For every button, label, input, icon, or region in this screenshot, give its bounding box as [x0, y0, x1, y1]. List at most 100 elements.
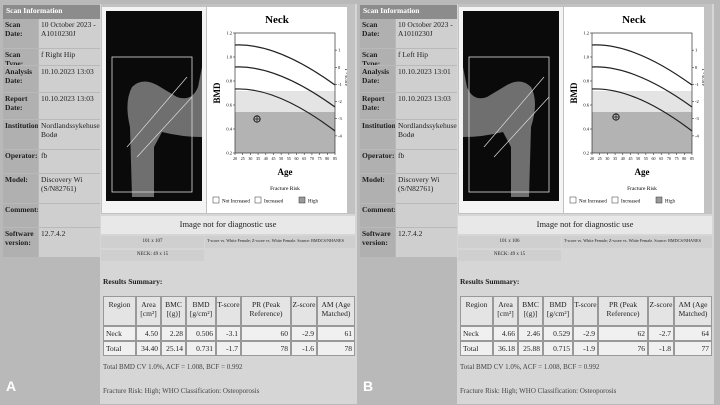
x-tick-label: 35 — [613, 156, 617, 161]
y2-tick-label: -2 — [338, 99, 342, 104]
table-cell: -3.1 — [216, 326, 241, 341]
scan-image — [459, 7, 563, 213]
note: Fracture Risk: High; WHO Classification:… — [103, 387, 260, 395]
table-cell: 4.50 — [136, 326, 161, 341]
scan-info-value: 12.7.4.2 — [39, 228, 100, 257]
table-header-cell: BMC [(g)] — [518, 296, 543, 326]
scan-info-label: Scan Type: — [360, 49, 395, 65]
table-header-cell: Region — [103, 296, 136, 326]
chart-title: Neck — [265, 14, 290, 26]
y-tick-label: 1.2 — [226, 31, 232, 36]
y-tick-label: 0.6 — [226, 103, 232, 108]
scan-info-label: Analysis Date: — [360, 66, 395, 92]
table-cell: Total — [103, 341, 136, 356]
x-tick-label: 70 — [667, 156, 671, 161]
y-axis-label: BMD — [569, 82, 579, 103]
table-cell: Neck — [103, 326, 136, 341]
x-axis-label: Age — [278, 167, 293, 177]
x-axis-label: Age — [635, 167, 650, 177]
legend-label: Increased — [621, 200, 641, 205]
y-tick-label: 1.2 — [583, 31, 589, 36]
scan-info-value: 10.10.2023 13:03 — [396, 93, 457, 119]
table-header-cell: Z-score — [648, 296, 674, 326]
y-axis-label: BMD — [212, 82, 222, 103]
legend-swatch — [254, 196, 262, 204]
table-header-cell: AM (Age Matched) — [317, 296, 355, 326]
patient-marker — [612, 113, 620, 121]
table-header-cell: Area [cm²] — [136, 296, 161, 326]
scan-info-value: 10.10.2023 13:01 — [396, 66, 457, 92]
table-cell: -1.7 — [216, 341, 241, 356]
reference-curve — [591, 88, 693, 132]
table-cell: -2.9 — [291, 326, 317, 341]
scan-info-value: 10.10.2023 13:03 — [39, 66, 100, 92]
table-header-cell: Region — [460, 296, 493, 326]
scan-image — [102, 7, 206, 213]
table-cell: 4.66 — [493, 326, 518, 341]
table-cell: 0.506 — [186, 326, 216, 341]
scan-info-header: Scan Information — [360, 5, 457, 19]
scan-info-value — [39, 204, 100, 227]
table-cell: 2.46 — [518, 326, 543, 341]
table-cell: 64 — [674, 326, 712, 341]
legend-swatch — [212, 196, 220, 204]
x-tick-label: 25 — [241, 156, 245, 161]
y2-tick-label: 1 — [695, 48, 697, 53]
y-tick-label: 1.0 — [226, 55, 232, 60]
x-tick-label: 65 — [302, 156, 306, 161]
x-tick-label: 45 — [271, 156, 275, 161]
table-cell: Total — [460, 341, 493, 356]
table-cell: 62 — [598, 326, 648, 341]
y2-tick-label: -3 — [695, 116, 699, 121]
y-tick-label: 1.0 — [583, 55, 589, 60]
x-tick-label: 50 — [279, 156, 283, 161]
bmd-chart: Neck 1.2 1.0 0.8 0.6 0.4 0.2 1 0 -1 -2 -3 -4 20 25 30 35… — [564, 7, 704, 213]
table-header-cell: BMD [g/cm²] — [186, 296, 216, 326]
y2-axis-label: T - score — [700, 68, 704, 86]
x-tick-label: 35 — [256, 156, 260, 161]
x-tick-label: 50 — [636, 156, 640, 161]
x-tick-label: 65 — [659, 156, 663, 161]
y2-axis-label: T - score — [343, 68, 347, 86]
table-cell: -2.7 — [648, 326, 674, 341]
legend-swatch — [569, 196, 577, 204]
table-header-cell: BMC [(g)] — [161, 296, 186, 326]
table-cell: 0.529 — [543, 326, 573, 341]
scan-info-header: Scan Information — [3, 5, 100, 19]
x-tick-label: 25 — [598, 156, 602, 161]
y2-tick-label: 0 — [695, 65, 698, 70]
roi-line — [136, 96, 193, 158]
reference-note: T-score vs. White Female; Z-score vs. Wh… — [205, 236, 355, 248]
legend-label: Increased — [264, 200, 284, 205]
legend-title: Fracture Risk — [627, 186, 657, 192]
reference-note: T-score vs. White Female; Z-score vs. Wh… — [562, 236, 712, 248]
scan-info-value: fb — [39, 150, 100, 173]
image-note: Image not for diagnostic use — [101, 216, 355, 234]
results-title: Results Summary: — [460, 278, 520, 286]
panel-label: B — [363, 378, 374, 394]
plot-frame — [234, 32, 336, 154]
scan-info-value: Discovery Wi (S/N82761) — [39, 174, 100, 203]
scan-info-value: fb — [396, 150, 457, 173]
y-tick-label: 0.8 — [583, 79, 589, 84]
x-tick-label: 75 — [318, 156, 322, 161]
table-cell: 76 — [598, 341, 648, 356]
y2-tick-label: -4 — [338, 133, 342, 138]
table-cell: -1.8 — [648, 341, 674, 356]
roi-size: NECK: 49 x 15 — [458, 250, 561, 261]
table-cell: -2.9 — [573, 326, 598, 341]
legend-label: High — [665, 200, 676, 205]
scan-info-value: Nordlandssykehuset Bodø — [39, 120, 100, 149]
reference-curve — [591, 44, 693, 86]
x-tick-label: 55 — [287, 156, 291, 161]
table-cell: 34.40 — [136, 341, 161, 356]
band-increased — [235, 91, 335, 112]
note: Fracture Risk: High; WHO Classification:… — [460, 387, 617, 395]
scan-info-label: Model: — [3, 174, 38, 203]
table-cell: 25.88 — [518, 341, 543, 356]
reference-curve — [591, 66, 693, 108]
table-header-cell: Z-score — [291, 296, 317, 326]
y2-tick-label: 0 — [338, 65, 341, 70]
table-cell: 78 — [317, 341, 355, 356]
y2-tick-label: -1 — [338, 82, 342, 87]
